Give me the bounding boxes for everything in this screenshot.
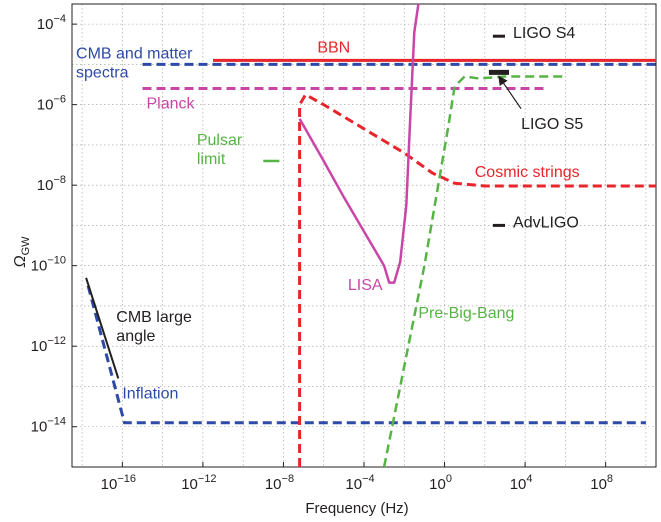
annotation-line: Inflation — [122, 386, 178, 403]
annotation-line: LIGO S5 — [521, 116, 583, 133]
x-tick-exponent: −4 — [362, 473, 375, 485]
annotation-line: angle — [116, 328, 155, 345]
y-tick-exponent: −4 — [53, 13, 66, 25]
x-tick-exponent: −8 — [282, 473, 295, 485]
series-line-cosmic-strings — [298, 93, 656, 467]
y-tick-base: 10 — [37, 16, 54, 33]
x-tick-base: 10 — [590, 476, 607, 493]
annotation-pulsar-limit: Pulsar limit — [197, 132, 243, 168]
annotation-advligo: AdvLIGO — [513, 214, 579, 231]
annotation-line: LISA — [348, 277, 383, 294]
ligo-s5-arrow — [498, 75, 522, 110]
annotation-line: Cosmic strings — [475, 164, 580, 181]
x-tick-exponent: 0 — [446, 473, 452, 485]
annotation-line: Pre-Big-Bang — [418, 305, 514, 322]
x-tick-exponent: 4 — [526, 473, 532, 485]
annotation-ligo-s5: LIGO S5 — [521, 116, 583, 133]
x-tick-base: 10 — [101, 476, 118, 493]
series-group — [85, 4, 656, 467]
y-tick-base: 10 — [31, 338, 48, 355]
y-tick-exponent: −6 — [53, 94, 66, 106]
annotation-lisa: LISA — [348, 277, 383, 294]
y-tick-label: 10−4 — [37, 13, 66, 33]
annotation-line: CMB and matter — [76, 45, 193, 62]
y-tick-label: 10−8 — [37, 174, 66, 194]
y-tick-base: 10 — [37, 97, 54, 114]
y-tick-exponent: −12 — [47, 335, 66, 347]
x-tick-label: 10−8 — [265, 473, 294, 493]
axis-ticks: 10−16 10−12 10−8 10−4 100 104 10810−1410−1210−… — [31, 13, 613, 493]
y-tick-base: 10 — [31, 419, 48, 436]
annotation-line: BBN — [317, 39, 350, 56]
annotation-inflation: Inflation — [122, 386, 178, 403]
annotation-bbn: BBN — [317, 39, 350, 56]
annotation-line: CMB large — [116, 309, 192, 326]
x-tick-base: 10 — [265, 476, 282, 493]
y-tick-exponent: −10 — [47, 255, 66, 267]
x-tick-label: 104 — [510, 473, 533, 493]
x-tick-label: 100 — [429, 473, 452, 493]
x-tick-base: 10 — [345, 476, 362, 493]
x-tick-exponent: 8 — [607, 473, 613, 485]
x-tick-label: 10−16 — [101, 473, 136, 493]
x-tick-base: 10 — [510, 476, 527, 493]
x-tick-exponent: −12 — [198, 473, 217, 485]
annotations: BBN LIGO S4 CMB and matter spectra Planck LIG… — [76, 25, 583, 402]
y-tick-label: 10−14 — [31, 416, 66, 436]
y-axis-label-subscript: GW — [20, 236, 32, 256]
series-line-lisa — [298, 4, 420, 284]
annotation-line: Planck — [147, 96, 196, 113]
y-tick-exponent: −8 — [53, 174, 66, 186]
annotation-line: AdvLIGO — [513, 214, 579, 231]
x-tick-label: 10−4 — [345, 473, 374, 493]
series-line-inflation — [86, 285, 646, 425]
x-tick-label: 108 — [590, 473, 613, 493]
y-tick-exponent: −14 — [47, 416, 66, 428]
annotation-line: spectra — [76, 64, 129, 81]
annotation-cmb-matter: CMB and matter spectra — [76, 45, 193, 81]
y-tick-label: 10−6 — [37, 94, 66, 114]
annotation-pre-big-bang: Pre-Big-Bang — [418, 305, 514, 322]
x-tick-exponent: −16 — [117, 473, 136, 485]
annotation-line: Pulsar — [197, 132, 243, 149]
y-tick-label: 10−10 — [31, 255, 66, 275]
x-axis-label: Frequency (Hz) — [305, 500, 408, 517]
annotation-ligo-s4: LIGO S4 — [513, 25, 575, 42]
y-axis-label-main: Ω — [12, 255, 29, 267]
y-tick-base: 10 — [37, 177, 54, 194]
y-tick-label: 10−12 — [31, 335, 66, 355]
annotation-cmb-large-angle: CMB large angle — [116, 309, 192, 345]
series-line-cmb-large-angle — [85, 277, 120, 379]
annotation-line: LIGO S4 — [513, 25, 575, 42]
annotation-planck: Planck — [147, 96, 196, 113]
series-line-pre-big-bang — [382, 75, 566, 467]
x-tick-label: 10−12 — [181, 473, 216, 493]
x-tick-base: 10 — [429, 476, 446, 493]
annotation-cosmic-strings: Cosmic strings — [475, 164, 580, 181]
x-tick-base: 10 — [181, 476, 198, 493]
y-tick-base: 10 — [31, 258, 48, 275]
annotation-line: limit — [197, 151, 226, 168]
y-axis-label: ΩGW — [12, 236, 32, 268]
